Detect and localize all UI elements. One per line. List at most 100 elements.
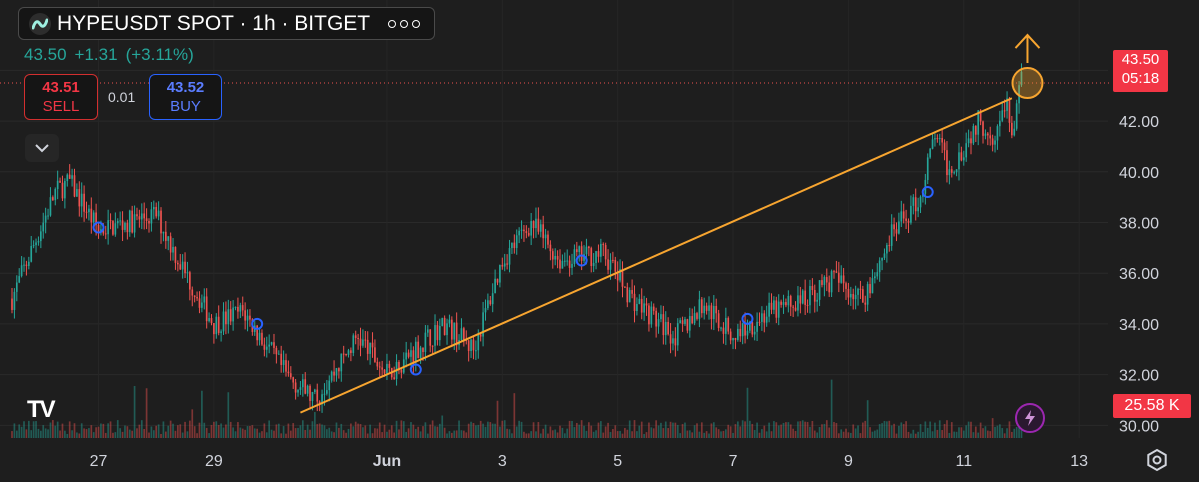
candle: [15, 282, 18, 292]
volume-bar: [924, 421, 927, 438]
volume-bar: [54, 425, 57, 438]
volume-bar: [761, 429, 763, 438]
candle: [650, 306, 653, 325]
volume-bar: [578, 424, 581, 438]
volume-bar: [773, 421, 775, 438]
volume-bar: [407, 428, 410, 438]
lightning-icon[interactable]: [1015, 403, 1045, 433]
candle: [672, 338, 674, 344]
volume-bar: [18, 424, 21, 438]
volume-bar: [722, 430, 725, 438]
candle: [210, 318, 213, 324]
candle: [804, 290, 806, 305]
price-tick-label: 42.00: [1119, 114, 1159, 131]
sell-label: SELL: [42, 98, 80, 115]
candle: [881, 257, 883, 261]
buy-button[interactable]: 43.52 BUY: [149, 74, 222, 120]
candle: [934, 138, 936, 140]
volume-bar: [402, 421, 405, 438]
event-marker: [251, 317, 264, 330]
candle: [583, 254, 585, 261]
candle: [708, 305, 710, 311]
candle: [184, 261, 186, 274]
candle: [102, 229, 105, 234]
volume-bar: [301, 420, 304, 438]
volume-bar: [823, 423, 826, 438]
candle: [18, 276, 21, 283]
volume-bar: [419, 431, 422, 438]
volume-bar: [121, 431, 124, 438]
candle: [338, 368, 340, 372]
volume-bar: [934, 422, 936, 438]
candle: [962, 157, 965, 161]
candle: [64, 181, 66, 199]
candle: [931, 139, 934, 149]
volume-bar: [143, 428, 146, 438]
candle: [1018, 85, 1020, 104]
candle: [441, 317, 444, 327]
volume-bar: [364, 425, 367, 438]
candle: [330, 371, 333, 381]
candle: [876, 272, 879, 277]
candle: [160, 210, 162, 234]
volume-bar: [196, 433, 198, 438]
volume-bar: [347, 428, 350, 438]
candle: [201, 302, 203, 308]
candle: [37, 241, 40, 243]
candle: [621, 269, 624, 287]
volume-bar: [982, 428, 984, 438]
volume-bar: [318, 423, 321, 438]
candle: [193, 295, 196, 297]
candle: [150, 209, 153, 224]
candle: [527, 233, 530, 236]
candle: [246, 315, 249, 321]
volume-bar: [157, 424, 160, 438]
candle: [189, 272, 191, 290]
sell-button[interactable]: 43.51 SELL: [24, 74, 98, 120]
volume-bar: [725, 429, 727, 438]
tradingview-logo[interactable]: TV: [27, 396, 56, 423]
candle: [162, 231, 165, 234]
collapse-button[interactable]: [25, 134, 59, 162]
more-icon[interactable]: [388, 19, 420, 28]
volume-bar: [316, 424, 319, 438]
candle: [1015, 103, 1018, 129]
price-tick-label: 36.00: [1119, 266, 1159, 283]
symbol-header[interactable]: HYPEUSDT SPOT · 1h · BITGET: [18, 7, 435, 40]
settings-icon[interactable]: [1144, 447, 1170, 473]
candle: [746, 330, 749, 336]
candle: [823, 277, 826, 285]
volume-bar: [42, 425, 45, 438]
candles: [11, 63, 1023, 413]
candle: [463, 328, 465, 340]
candle: [304, 379, 307, 394]
volume-bar: [996, 425, 999, 438]
candle: [616, 271, 619, 281]
volume-bar: [785, 422, 787, 438]
candle: [893, 224, 895, 230]
candle: [229, 309, 232, 322]
volume-bar: [763, 425, 766, 438]
volume-bar: [417, 426, 420, 438]
candle: [792, 306, 794, 308]
volume-bar: [25, 429, 28, 438]
candle: [328, 380, 331, 391]
candle: [20, 265, 23, 277]
candle: [758, 321, 761, 323]
candle: [234, 306, 237, 308]
volume-bar: [35, 421, 37, 438]
price-tick-label: 30.00: [1119, 418, 1159, 435]
volume-bar: [217, 425, 220, 438]
candle: [532, 220, 535, 229]
volume-bar: [172, 423, 174, 438]
candle: [80, 193, 83, 207]
volume-bar: [869, 427, 871, 438]
volume-bar: [66, 433, 69, 438]
volume-bar: [797, 421, 799, 438]
volume-bar: [585, 430, 588, 438]
volume-bar: [131, 430, 134, 438]
volume-bar: [883, 420, 886, 438]
candle: [895, 229, 898, 234]
candle: [862, 289, 864, 303]
